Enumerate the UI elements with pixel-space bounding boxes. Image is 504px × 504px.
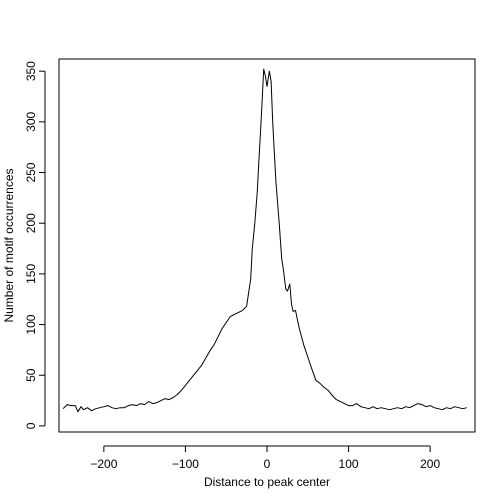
x-axis-title: Distance to peak center: [204, 475, 330, 489]
x-tick-label: 100: [339, 457, 359, 471]
y-tick-label: 100: [24, 314, 38, 334]
x-tick-label: 0: [264, 457, 271, 471]
x-tick-label: −200: [90, 457, 117, 471]
series-line: [62, 68, 467, 413]
y-tick-label: 250: [24, 162, 38, 182]
x-tick-label: 200: [420, 457, 440, 471]
x-tick-label: −100: [172, 457, 199, 471]
y-tick-label: 200: [24, 213, 38, 233]
plot-frame: [58, 58, 476, 433]
y-tick-label: 300: [24, 112, 38, 132]
y-tick-label: 150: [24, 264, 38, 284]
chart-area: −200 −100 0 100 200 0 50 100 150 200 250 300 350 Dist…: [2, 58, 476, 489]
y-axis-title: Number of motif occurrences: [2, 168, 16, 322]
y-tick-label: 50: [24, 368, 38, 382]
y-tick-label: 0: [24, 422, 38, 429]
y-tick-label: 350: [24, 61, 38, 81]
